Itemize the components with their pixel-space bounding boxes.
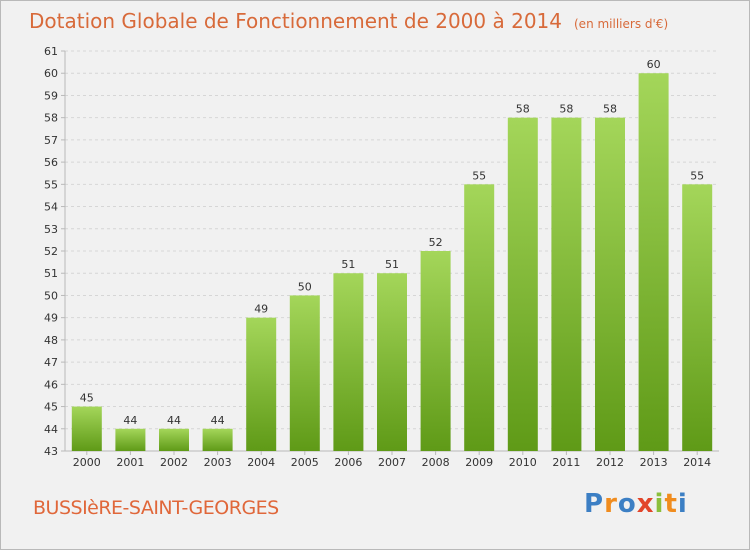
bar: [507, 117, 538, 452]
bar-value-label: 51: [341, 258, 355, 271]
logo-letter: t: [664, 489, 678, 519]
y-tick-label: 44: [44, 423, 58, 436]
logo-letter: o: [617, 489, 637, 519]
y-tick-label: 51: [44, 267, 58, 280]
y-tick-label: 50: [44, 289, 58, 302]
bar: [420, 251, 451, 451]
bar: [551, 117, 582, 452]
y-tick-label: 52: [44, 245, 58, 258]
bar: [638, 73, 669, 451]
x-tick-label: 2009: [465, 456, 493, 469]
bar: [246, 317, 277, 451]
y-tick-label: 61: [44, 45, 58, 58]
y-tick-label: 58: [44, 112, 58, 125]
chart-title: Dotation Globale de Fonctionnement de 20…: [29, 9, 668, 33]
y-tick-label: 57: [44, 134, 58, 147]
y-tick-label: 49: [44, 312, 58, 325]
logo-letter: P: [584, 489, 605, 519]
bar: [464, 184, 495, 452]
x-tick-label: 2006: [334, 456, 362, 469]
x-tick-label: 2011: [552, 456, 580, 469]
bar: [289, 295, 320, 451]
bar-value-label: 55: [690, 169, 704, 182]
y-tick-label: 54: [44, 201, 58, 214]
y-tick-label: 60: [44, 67, 58, 80]
bar: [115, 428, 146, 451]
logo-letter: r: [604, 489, 618, 519]
bar: [202, 428, 233, 451]
x-tick-label: 2014: [683, 456, 711, 469]
y-tick-label: 48: [44, 334, 58, 347]
bar-value-label: 49: [254, 303, 268, 316]
commune-name: BUSSIèRE-SAINT-GEORGES: [33, 497, 279, 519]
bar-value-label: 58: [559, 103, 573, 116]
y-tick-label: 46: [44, 378, 58, 391]
y-tick-label: 56: [44, 156, 58, 169]
bar: [71, 406, 102, 451]
x-tick-label: 2013: [640, 456, 668, 469]
x-tick-label: 2000: [73, 456, 101, 469]
y-tick-label: 45: [44, 401, 58, 414]
y-tick-label: 43: [44, 445, 58, 458]
bar-value-label: 45: [80, 392, 94, 405]
bar-value-label: 44: [123, 414, 137, 427]
logo-letter: i: [654, 489, 665, 519]
x-tick-label: 2004: [247, 456, 275, 469]
chart-unit: (en milliers d'€): [574, 17, 669, 31]
bar: [159, 428, 189, 451]
bar-value-label: 58: [516, 103, 530, 116]
bar: [377, 273, 407, 451]
y-tick-label: 47: [44, 356, 58, 369]
x-tick-label: 2010: [509, 456, 537, 469]
bar-value-label: 44: [211, 414, 225, 427]
logo-letter: i: [677, 489, 688, 519]
y-tick-label: 53: [44, 223, 58, 236]
x-tick-label: 2008: [422, 456, 450, 469]
x-tick-label: 2012: [596, 456, 624, 469]
x-tick-label: 2003: [204, 456, 232, 469]
y-tick-label: 59: [44, 89, 58, 102]
bar: [682, 184, 713, 452]
bar: [595, 117, 625, 452]
chart-title-text: Dotation Globale de Fonctionnement de 20…: [29, 9, 562, 33]
x-tick-label: 2002: [160, 456, 188, 469]
proxiti-logo[interactable]: Proxiti: [584, 489, 688, 519]
bar-value-label: 58: [603, 103, 617, 116]
logo-letter: x: [636, 489, 655, 519]
bar-value-label: 44: [167, 414, 181, 427]
bar-value-label: 60: [647, 58, 661, 71]
x-tick-label: 2007: [378, 456, 406, 469]
bar-value-label: 51: [385, 258, 399, 271]
y-tick-label: 55: [44, 178, 58, 191]
x-tick-label: 2005: [291, 456, 319, 469]
bar-value-label: 55: [472, 169, 486, 182]
bar-value-label: 52: [429, 236, 443, 249]
x-tick-label: 2001: [116, 456, 144, 469]
bar: [333, 273, 364, 451]
bar-value-label: 50: [298, 280, 312, 293]
